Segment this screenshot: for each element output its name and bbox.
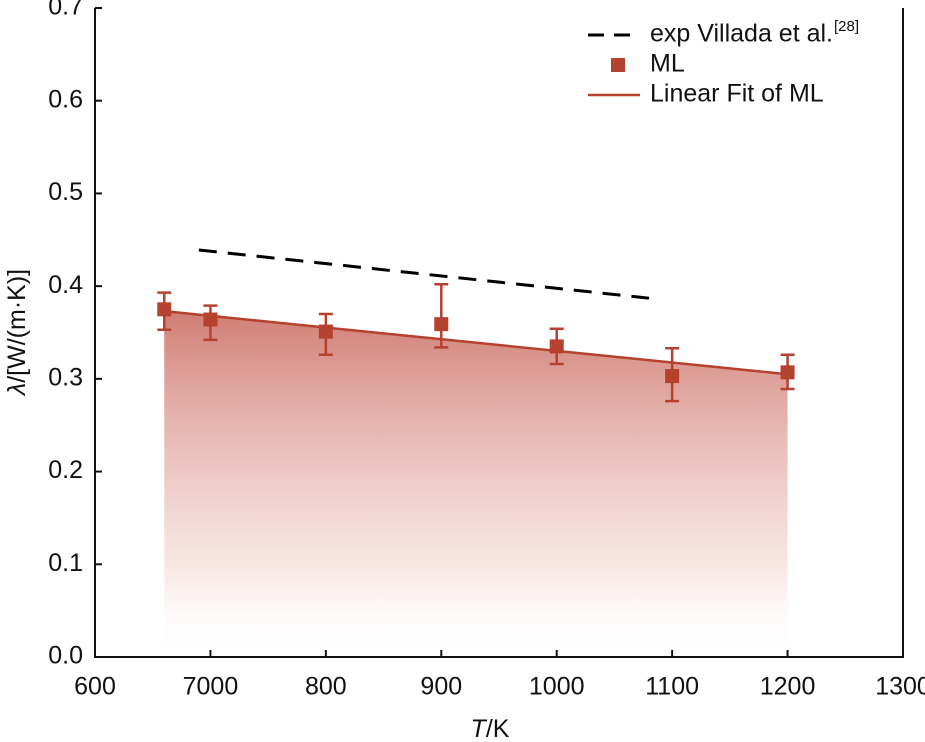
- x-tick-label: 800: [305, 673, 347, 701]
- legend-reference: [28]: [834, 18, 859, 35]
- fit-line: [164, 309, 788, 376]
- fit-area: [164, 311, 788, 657]
- y-tick-label: 0.4: [48, 271, 83, 299]
- y-tick-label: 0.1: [48, 549, 83, 577]
- ml-point: [665, 369, 680, 384]
- ml-point: [157, 302, 172, 317]
- plot: 600 7000 800 900 1000 1100 1200 1300 0.0 0.1 0.2 0.…: [48, 0, 925, 701]
- y-tick-label: 0.3: [48, 363, 83, 391]
- x-tick-label: 7000: [183, 673, 239, 701]
- y-label-symbol: λ: [3, 383, 31, 397]
- x-label-unit: /K: [486, 715, 510, 742]
- ml-point: [434, 317, 449, 332]
- ml-point: [780, 365, 795, 380]
- x-tick-label: 1100: [645, 673, 699, 701]
- ml-point: [203, 312, 218, 327]
- x-tick-label: 1000: [529, 673, 585, 701]
- x-tick-label: 1300: [875, 673, 925, 701]
- legend-label: Linear Fit of ML: [650, 80, 824, 108]
- ml-point: [318, 324, 333, 339]
- legend-swatch: [611, 58, 625, 72]
- x-tick-label: 1200: [760, 673, 816, 701]
- y-tick-label: 0.2: [48, 456, 83, 484]
- x-label-symbol: T: [471, 715, 488, 742]
- y-label-unit: /[W/(m·K)]: [3, 269, 31, 383]
- y-tick-label: 0.6: [48, 85, 83, 113]
- dashed-line: [198, 248, 650, 300]
- legend-label: exp Villada et al.: [650, 20, 833, 48]
- x-tick-label: 600: [74, 673, 116, 701]
- y-tick-label: 0.5: [48, 178, 83, 206]
- ml-point: [549, 339, 564, 354]
- x-tick-label: 900: [420, 673, 462, 701]
- axes-frame: [94, 8, 904, 658]
- y-tick-label: 0.0: [48, 642, 83, 670]
- y-tick-label: 0.7: [48, 0, 83, 21]
- y-axis-label: λ/[W/(m·K)]: [3, 269, 31, 397]
- legend-label: ML: [650, 50, 685, 78]
- x-axis-label: T/K: [471, 715, 510, 742]
- error-bar: [434, 283, 449, 349]
